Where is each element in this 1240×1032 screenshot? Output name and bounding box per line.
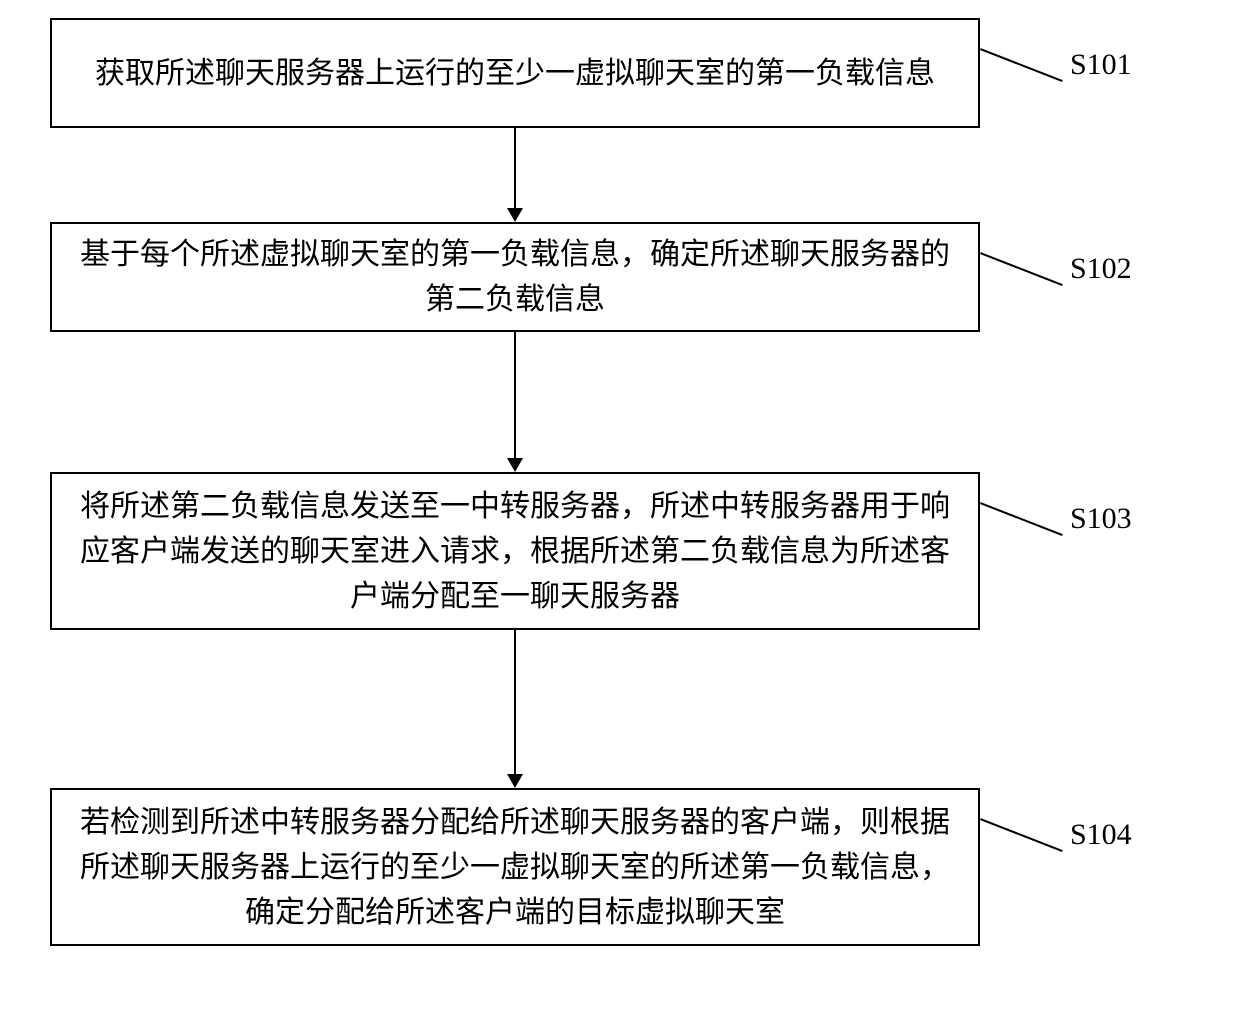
- step-text-s102: 基于每个所述虚拟聊天室的第一负载信息，确定所述聊天服务器的第二负载信息: [72, 232, 958, 322]
- arrow-head-2: [507, 458, 523, 472]
- arrow-line-1: [514, 128, 516, 208]
- step-box-s102: 基于每个所述虚拟聊天室的第一负载信息，确定所述聊天服务器的第二负载信息: [50, 222, 980, 332]
- arrow-head-1: [507, 208, 523, 222]
- step-text-s104: 若检测到所述中转服务器分配给所述聊天服务器的客户端，则根据所述聊天服务器上运行的…: [72, 800, 958, 935]
- connector-s104: [980, 818, 1063, 852]
- connector-s101: [980, 48, 1063, 82]
- arrow-line-3: [514, 630, 516, 774]
- step-text-s103: 将所述第二负载信息发送至一中转服务器，所述中转服务器用于响应客户端发送的聊天室进…: [72, 484, 958, 619]
- flowchart-container: 获取所述聊天服务器上运行的至少一虚拟聊天室的第一负载信息 S101 基于每个所述…: [0, 0, 1240, 1032]
- step-label-s104: S104: [1070, 818, 1132, 852]
- arrow-head-3: [507, 774, 523, 788]
- step-box-s101: 获取所述聊天服务器上运行的至少一虚拟聊天室的第一负载信息: [50, 18, 980, 128]
- connector-s103: [980, 502, 1063, 536]
- step-label-s103: S103: [1070, 502, 1132, 536]
- step-label-s101: S101: [1070, 48, 1132, 82]
- arrow-line-2: [514, 332, 516, 458]
- connector-s102: [980, 252, 1063, 286]
- step-text-s101: 获取所述聊天服务器上运行的至少一虚拟聊天室的第一负载信息: [95, 51, 935, 96]
- step-label-s102: S102: [1070, 252, 1132, 286]
- step-box-s104: 若检测到所述中转服务器分配给所述聊天服务器的客户端，则根据所述聊天服务器上运行的…: [50, 788, 980, 946]
- step-box-s103: 将所述第二负载信息发送至一中转服务器，所述中转服务器用于响应客户端发送的聊天室进…: [50, 472, 980, 630]
